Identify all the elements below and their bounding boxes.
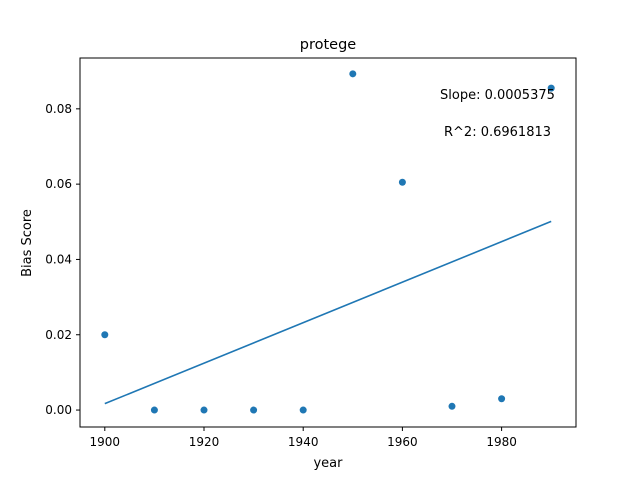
data-point <box>150 406 158 414</box>
y-tick-label: 0.04 <box>45 252 72 266</box>
data-point <box>398 178 406 186</box>
data-point <box>547 84 555 92</box>
data-point <box>349 70 357 78</box>
data-point <box>200 406 208 414</box>
slope-annotation: Slope: 0.0005375 <box>440 88 555 103</box>
x-tick-label: 1960 <box>387 435 418 449</box>
y-tick-label: 0.02 <box>45 328 72 342</box>
x-tick-label: 1900 <box>90 435 121 449</box>
y-tick-label: 0.08 <box>45 102 72 116</box>
data-points-layer <box>101 70 555 414</box>
y-tick-label: 0.06 <box>45 177 72 191</box>
x-tick-label: 1940 <box>288 435 319 449</box>
regression-line-layer <box>104 220 552 405</box>
data-point <box>299 406 307 414</box>
regression-line <box>104 220 552 405</box>
x-axis-label: year <box>313 456 343 471</box>
data-point <box>101 331 109 339</box>
r-squared-annotation: R^2: 0.6961813 <box>444 125 551 140</box>
data-point <box>250 406 258 414</box>
data-point <box>448 402 456 410</box>
axes-frame <box>79 57 577 428</box>
data-point <box>498 395 506 403</box>
y-tick-label: 0.00 <box>45 403 72 417</box>
x-axis-ticks: 1900 1920 1940 1960 1980 <box>90 427 517 449</box>
y-axis-ticks: 0.00 0.02 0.04 0.06 0.08 <box>45 102 80 417</box>
chart-title: protege <box>300 37 357 53</box>
plot-frame <box>79 57 577 428</box>
x-tick-label: 1920 <box>189 435 220 449</box>
y-axis-label: Bias Score <box>20 209 35 277</box>
x-tick-label: 1980 <box>486 435 517 449</box>
